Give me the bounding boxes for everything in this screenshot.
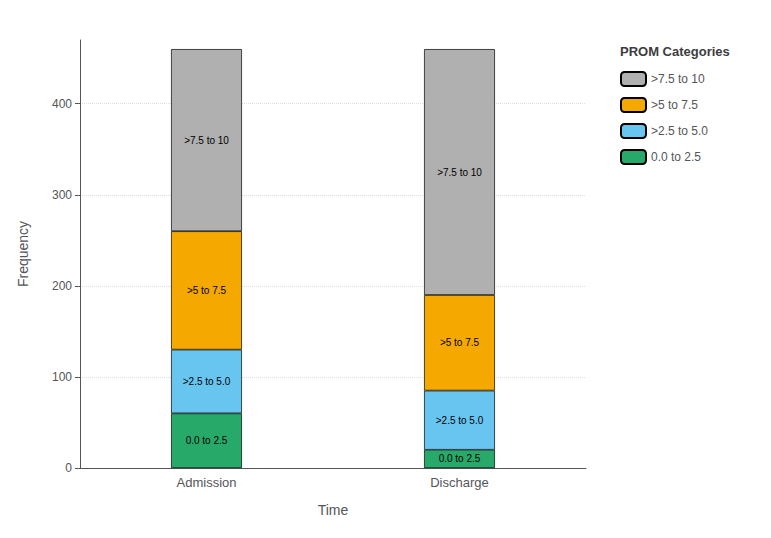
- svg-text:Time: Time: [318, 502, 349, 518]
- svg-text:>5 to 7.5: >5 to 7.5: [187, 285, 227, 296]
- svg-text:Discharge: Discharge: [430, 475, 489, 490]
- svg-text:>2.5 to 5.0: >2.5 to 5.0: [183, 376, 231, 387]
- svg-text:0: 0: [65, 461, 72, 475]
- svg-text:300: 300: [52, 188, 72, 202]
- svg-text:Frequency: Frequency: [15, 221, 31, 287]
- svg-text:Admission: Admission: [177, 475, 237, 490]
- svg-text:>5 to 7.5: >5 to 7.5: [651, 98, 698, 112]
- svg-text:>2.5 to 5.0: >2.5 to 5.0: [651, 124, 708, 138]
- svg-text:PROM Categories: PROM Categories: [620, 44, 730, 59]
- svg-text:100: 100: [52, 370, 72, 384]
- svg-text:>7.5 to 10: >7.5 to 10: [651, 72, 705, 86]
- svg-text:>5 to 7.5: >5 to 7.5: [440, 337, 480, 348]
- svg-text:>7.5 to 10: >7.5 to 10: [437, 167, 482, 178]
- svg-text:200: 200: [52, 279, 72, 293]
- svg-text:0.0 to 2.5: 0.0 to 2.5: [651, 150, 701, 164]
- svg-text:>7.5 to 10: >7.5 to 10: [184, 135, 229, 146]
- svg-text:>2.5 to 5.0: >2.5 to 5.0: [436, 415, 484, 426]
- svg-text:400: 400: [52, 97, 72, 111]
- svg-text:0.0 to 2.5: 0.0 to 2.5: [439, 453, 481, 464]
- svg-text:0.0 to 2.5: 0.0 to 2.5: [186, 435, 228, 446]
